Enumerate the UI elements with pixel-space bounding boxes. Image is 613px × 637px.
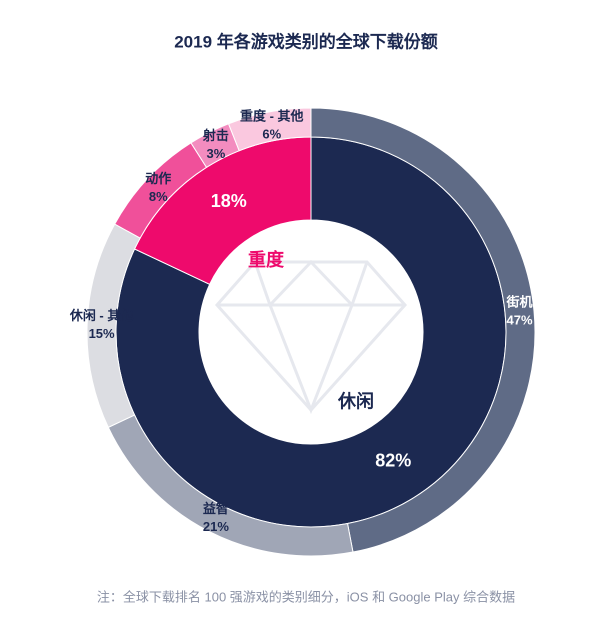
category-label: 休闲 - 其他 [69,308,134,323]
category-label: 街机 [506,295,533,310]
category-label: 益智 [203,501,229,516]
category-label: 射击 [202,128,229,143]
value-label: 21% [203,519,229,534]
donut-segment [227,107,312,152]
value-label: 15% [89,326,115,341]
chart-title: 2019 年各游戏类别的全球下载份额 [174,31,438,51]
value-label: 6% [262,127,281,142]
category-label: 休闲 [337,391,374,412]
footnote: 注：全球下载排名 100 强游戏的类别细分，iOS 和 Google Play … [97,589,515,604]
value-label: 47% [507,313,533,328]
category-label: 重度 [248,249,285,270]
category-label: 动作 [145,171,171,186]
value-label: 3% [206,146,225,161]
value-label: 82% [375,450,411,470]
diamond-watermark [214,259,408,415]
value-label: 18% [211,191,247,211]
category-label: 重度 - 其他 [240,109,304,124]
rings [86,107,536,557]
donut-segment [310,107,536,553]
value-label: 8% [149,189,168,204]
